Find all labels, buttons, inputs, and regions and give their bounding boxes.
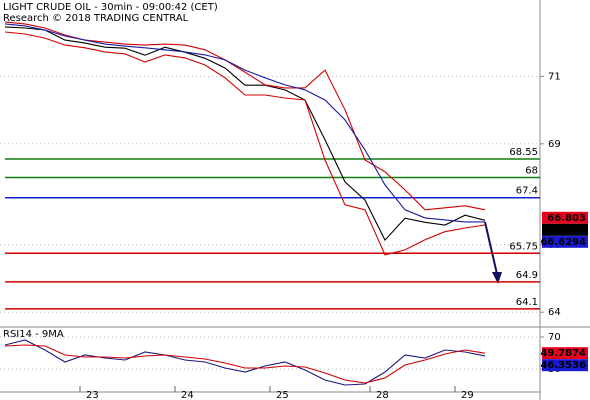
- series-line: [4, 26, 486, 242]
- price-tag: 66.803: [547, 213, 586, 224]
- series-line: [4, 31, 486, 256]
- price-tag: 66.72: [554, 225, 586, 236]
- price-tag: 49.7874: [540, 348, 586, 359]
- x-tick-label: 25: [276, 390, 289, 400]
- series-line: [4, 344, 486, 384]
- x-tick-label: 24: [181, 390, 194, 400]
- x-tick-label: 28: [376, 390, 389, 400]
- chart-title: LIGHT CRUDE OIL - 30min - 09:00:42 (CET): [3, 2, 218, 13]
- level-label: 68: [525, 165, 538, 176]
- series-line: [4, 23, 485, 223]
- price-tag-bg: [542, 223, 588, 236]
- level-label: 65.75: [509, 241, 538, 252]
- y-tick-label: 70: [548, 332, 561, 343]
- price-tag-bg: [542, 347, 588, 360]
- forecast-arrow-head: [492, 272, 502, 284]
- price-tag-bg: [542, 359, 588, 372]
- price-tag: 66.6294: [540, 237, 586, 248]
- price-tag-bg: [542, 211, 588, 224]
- x-tick-label: 29: [461, 390, 474, 400]
- level-label: 64.9: [516, 270, 538, 281]
- forecast-arrow: [484, 221, 498, 275]
- level-label: 67.4: [516, 186, 538, 197]
- x-tick-label: 23: [86, 390, 99, 400]
- series-line: [4, 339, 486, 386]
- y-tick-label: 69: [548, 139, 561, 150]
- price-tag: 46.3536: [540, 360, 586, 371]
- panel-title: RSI14 - 9MA: [3, 329, 64, 340]
- level-label: 68.55: [509, 147, 538, 158]
- level-label: 64.1: [516, 297, 538, 308]
- price-tag-bg: [542, 235, 588, 248]
- y-tick-label: 64: [548, 307, 561, 318]
- chart-subtitle: Research © 2018 TRADING CENTRAL: [3, 13, 189, 24]
- y-tick-label: 71: [548, 71, 561, 82]
